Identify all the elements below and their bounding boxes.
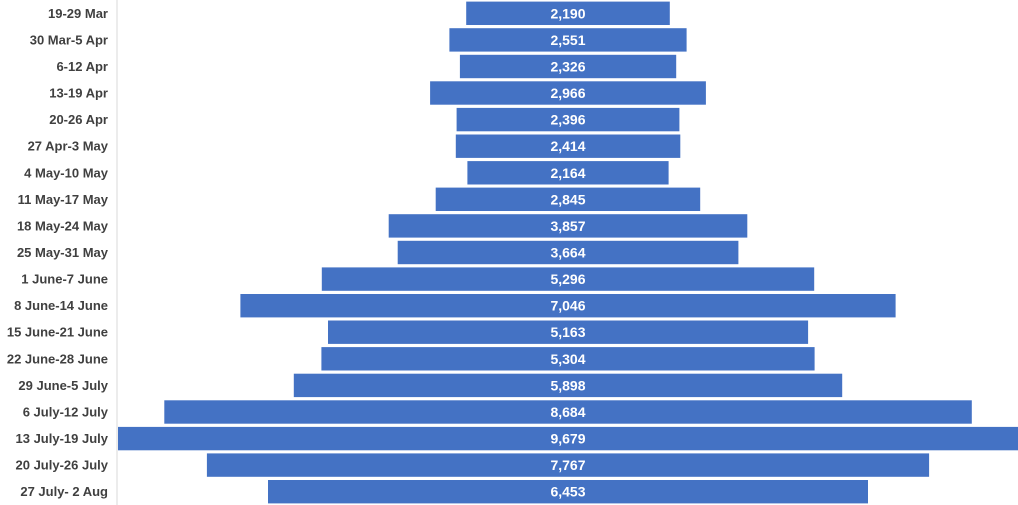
category-label: 25 May-31 May [17, 245, 109, 260]
bar [328, 320, 809, 344]
bar [467, 161, 669, 185]
data-labels: 2,190 2,551 2,326 2,966 2,396 2,414 2,164 2,845… [550, 5, 585, 499]
bar [435, 187, 701, 211]
bar-value-label: 8,684 [550, 404, 585, 420]
bar-value-label: 3,857 [550, 218, 585, 234]
bar [293, 373, 843, 398]
category-label: 8 June-14 June [14, 298, 108, 313]
bar-value-label: 7,767 [550, 457, 585, 473]
category-label: 19-29 Mar [48, 6, 108, 21]
bar-value-label: 2,551 [550, 32, 585, 48]
bar-value-label: 5,304 [550, 351, 585, 367]
bar-value-label: 7,046 [550, 298, 585, 314]
bar-value-label: 2,845 [550, 191, 585, 207]
bar-value-label: 5,296 [550, 271, 585, 287]
category-label: 4 May-10 May [24, 165, 109, 180]
bar-value-label: 6,453 [550, 484, 585, 500]
category-label: 6-12 Apr [56, 59, 108, 74]
category-tick-labels: 19-29 Mar 30 Mar-5 Apr 6-12 Apr 13-19 Apr 20… [7, 6, 109, 499]
category-label: 6 July-12 July [23, 404, 109, 419]
bar-value-label: 9,679 [550, 431, 585, 447]
category-label: 15 June-21 June [7, 325, 108, 340]
category-label: 11 May-17 May [18, 192, 109, 207]
bar [449, 28, 687, 52]
bar [456, 107, 680, 132]
category-label: 18 May-24 May [17, 218, 109, 233]
category-label: 20-26 Apr [49, 112, 108, 127]
bar-value-label: 2,414 [550, 138, 585, 154]
category-label: 20 July-26 July [16, 458, 109, 473]
category-label: 27 July- 2 Aug [20, 484, 108, 499]
category-label: 22 June-28 June [7, 351, 108, 366]
category-label: 13 July-19 July [16, 431, 109, 446]
bar-value-label: 5,898 [550, 377, 585, 393]
bar-series [118, 1, 1018, 504]
bar [321, 267, 815, 291]
bar-value-label: 2,966 [550, 85, 585, 101]
bar [466, 1, 670, 25]
bar [118, 426, 1018, 451]
bar [321, 347, 815, 371]
category-label: 30 Mar-5 Apr [30, 32, 108, 47]
bar-value-label: 2,326 [550, 58, 585, 74]
category-label: 29 June-5 July [18, 378, 108, 393]
bar [268, 480, 868, 504]
bar [388, 214, 748, 238]
bar-value-label: 2,396 [550, 112, 585, 128]
bar [430, 81, 706, 105]
bar [206, 453, 930, 477]
category-label: 13-19 Apr [49, 86, 108, 101]
bar-value-label: 2,190 [550, 5, 585, 21]
bar-value-label: 3,664 [550, 245, 585, 261]
bar [240, 294, 896, 318]
category-label: 27 Apr-3 May [28, 139, 109, 154]
bar [397, 240, 739, 265]
bar [455, 134, 681, 158]
category-label: 1 June-7 June [21, 272, 108, 287]
bar [164, 400, 972, 424]
bar [459, 54, 677, 79]
bar-value-label: 5,163 [550, 324, 585, 340]
bar-value-label: 2,164 [550, 165, 585, 181]
